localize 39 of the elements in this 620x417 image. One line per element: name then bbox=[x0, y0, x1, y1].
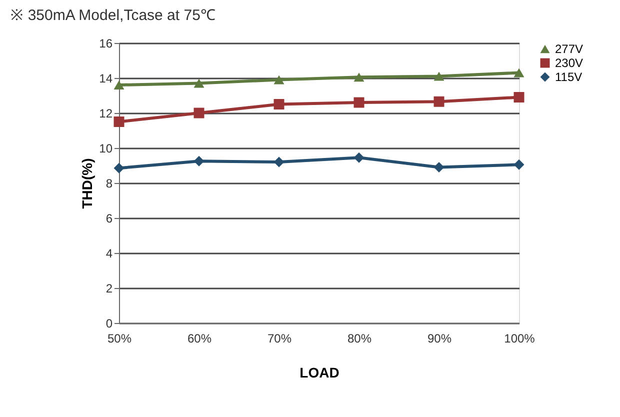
x-tick-label: 50% bbox=[107, 332, 132, 346]
y-tick-label: 14 bbox=[99, 72, 113, 86]
y-axis-title: THD(%) bbox=[79, 158, 96, 209]
point bbox=[434, 96, 444, 107]
y-tick-label: 0 bbox=[106, 316, 113, 330]
y-tick-label: 16 bbox=[99, 36, 113, 50]
point bbox=[354, 97, 364, 108]
point bbox=[194, 78, 204, 88]
y-tick-label: 4 bbox=[106, 246, 113, 260]
x-tick-label: 80% bbox=[347, 332, 372, 346]
x-axis-title: LOAD bbox=[300, 364, 340, 380]
x-tick-label: 90% bbox=[427, 332, 452, 346]
point bbox=[274, 99, 284, 110]
point bbox=[114, 116, 124, 127]
y-tick-label: 8 bbox=[106, 176, 113, 190]
y-tick-label: 10 bbox=[99, 142, 113, 156]
point bbox=[514, 92, 524, 102]
point bbox=[114, 80, 124, 90]
legend-label: 115V bbox=[555, 70, 582, 84]
point bbox=[354, 152, 364, 163]
point bbox=[274, 156, 284, 168]
point bbox=[514, 159, 524, 170]
point bbox=[354, 72, 364, 82]
y-tick-label: 2 bbox=[106, 282, 113, 296]
x-tick-label: 70% bbox=[267, 332, 292, 346]
point bbox=[194, 156, 204, 166]
point bbox=[434, 162, 444, 172]
point bbox=[194, 108, 204, 118]
point bbox=[434, 72, 444, 81]
x-tick-label: 100% bbox=[504, 332, 536, 346]
y-tick-label: 6 bbox=[106, 212, 113, 226]
point bbox=[274, 75, 284, 84]
legend-label: 277V bbox=[555, 42, 584, 56]
y-tick-label: 12 bbox=[99, 106, 113, 120]
point bbox=[514, 68, 524, 78]
chart-title: ※ 350mA Model,Tcase at 75℃ bbox=[10, 7, 216, 24]
x-tick-label: 60% bbox=[187, 332, 212, 346]
point bbox=[114, 162, 124, 174]
legend-label: 230V bbox=[555, 56, 584, 70]
